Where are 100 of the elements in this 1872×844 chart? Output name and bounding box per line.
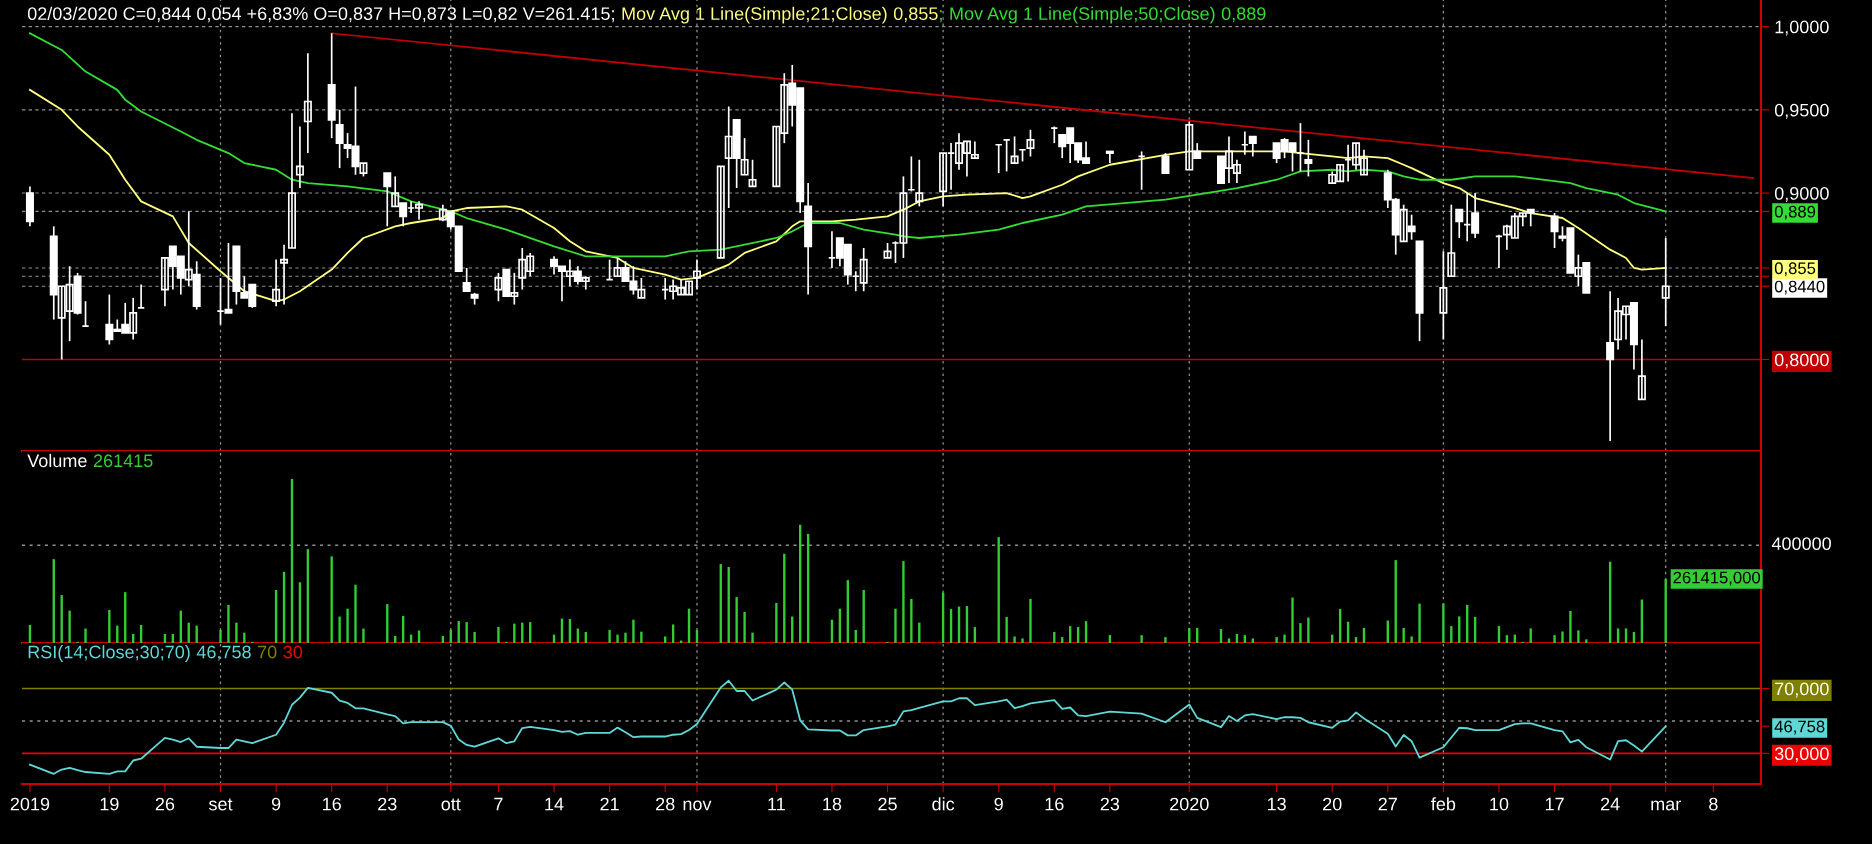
bar — [84, 628, 87, 643]
annotation: ; — [940, 10, 942, 23]
ref-line-label: 70 — [258, 645, 277, 659]
x-tick-label: 28 — [656, 797, 675, 811]
x-tick-label: 16 — [1045, 797, 1064, 811]
text: 0,855 — [893, 7, 938, 23]
bar — [1307, 617, 1310, 643]
x-tick-label: 14 — [545, 797, 564, 811]
x-tick-label: 23 — [378, 797, 397, 811]
bar — [743, 611, 746, 643]
x-tick-label: 9 — [271, 797, 281, 811]
bar — [624, 632, 627, 643]
bar — [346, 608, 349, 643]
y-tick-label: 70,000 — [1775, 682, 1829, 698]
bar — [243, 632, 246, 643]
bar — [497, 626, 500, 643]
text: Mov Avg 1 Line(Simple;50;Close) — [950, 6, 1215, 24]
y-tick-label: 0,9500 — [1774, 103, 1829, 119]
x-tick-label: 8 — [1709, 797, 1718, 811]
bar — [1227, 638, 1231, 643]
y-tick-label: 46,758 — [1774, 720, 1825, 735]
bar — [235, 622, 238, 643]
bar — [1283, 634, 1286, 643]
x-tick-label: 23 — [1100, 797, 1120, 811]
bar — [1402, 627, 1405, 643]
bar — [1140, 635, 1143, 643]
x-tick-label: 25 — [878, 797, 897, 811]
text: 0,889 — [1221, 7, 1266, 23]
bar — [1450, 626, 1453, 643]
text: 46,758 — [196, 645, 251, 661]
chart-title: 02/03/2020 C=0,844 0,054 +6,83% O=0,837 H=0,873 L=0,82 V=261.415; — [27, 6, 614, 23]
bar — [1275, 637, 1278, 643]
bar — [1013, 636, 1016, 643]
y-tick-label: 0,889 — [1774, 205, 1816, 220]
bar — [1442, 603, 1445, 643]
bar — [354, 584, 357, 643]
x-tick-label: 17 — [1545, 797, 1564, 811]
bar — [1029, 599, 1032, 643]
text: 261415 — [93, 454, 153, 468]
text: Mov Avg 1 Line(Simple;21;Close) — [622, 6, 887, 24]
x-tick-label: 2020 — [1170, 797, 1209, 811]
x-tick-label: 2019 — [10, 797, 50, 811]
bar — [894, 608, 897, 643]
ref-line-label: 30 — [283, 645, 303, 659]
y-tick-label: 30,000 — [1774, 747, 1829, 763]
y-tick-label: 0,855 — [1774, 262, 1816, 277]
bar — [1410, 636, 1413, 643]
x-tick-label: 18 — [823, 797, 842, 811]
bar — [735, 597, 738, 643]
x-tick-label: 20 — [1323, 797, 1342, 811]
bar — [1569, 611, 1572, 643]
bar — [513, 623, 516, 643]
bar — [1021, 638, 1024, 643]
y-tick-label: 1,0000 — [1775, 20, 1829, 36]
bar — [1251, 638, 1254, 643]
bar — [632, 619, 635, 643]
bar — [1291, 597, 1294, 643]
x-tick-label: 16 — [323, 797, 341, 811]
bar — [1299, 623, 1302, 643]
y-tick-label: 0,8440 — [1774, 280, 1825, 295]
x-tick-label: 27 — [1378, 797, 1397, 811]
bar — [608, 629, 611, 643]
bar — [68, 610, 71, 643]
bar — [219, 629, 222, 643]
bar — [108, 610, 111, 643]
bar — [1418, 603, 1421, 643]
x-tick-label: set — [208, 798, 233, 811]
bar — [775, 602, 778, 643]
bar — [1553, 635, 1556, 643]
text: RSI(14;Close;30;70) — [28, 645, 190, 662]
x-tick-label: ott — [441, 798, 461, 811]
bar — [1577, 630, 1580, 643]
bar — [465, 622, 468, 643]
bar — [1164, 637, 1167, 643]
x-tick-label: 26 — [155, 797, 175, 811]
chart-title: Volume — [27, 453, 87, 468]
bar — [910, 599, 913, 643]
x-tick-label: nov — [683, 800, 712, 811]
bar — [1561, 631, 1564, 643]
x-tick-label: 21 — [600, 797, 619, 811]
bar — [362, 628, 365, 643]
bar — [330, 556, 333, 643]
bar — [902, 561, 905, 643]
annotation: 261415,000 — [1673, 571, 1761, 586]
text: 400000 — [1771, 537, 1831, 551]
x-tick-label: 11 — [768, 797, 785, 811]
x-tick-label: 19 — [100, 797, 119, 811]
x-tick-label: 24 — [1601, 797, 1620, 811]
x-tick-label: 13 — [1267, 797, 1286, 811]
x-tick-label: 10 — [1490, 797, 1509, 811]
x-tick-label: 9 — [994, 797, 1003, 811]
y-tick-label: 0,8000 — [1774, 353, 1829, 369]
bar — [1005, 616, 1008, 643]
bar — [473, 632, 476, 643]
bar — [227, 604, 230, 643]
y-tick-label: 0,9000 — [1774, 186, 1829, 202]
x-tick-label: feb — [1431, 797, 1456, 811]
x-tick-label: 7 — [494, 797, 503, 811]
bar — [338, 616, 341, 643]
bar — [616, 634, 619, 643]
